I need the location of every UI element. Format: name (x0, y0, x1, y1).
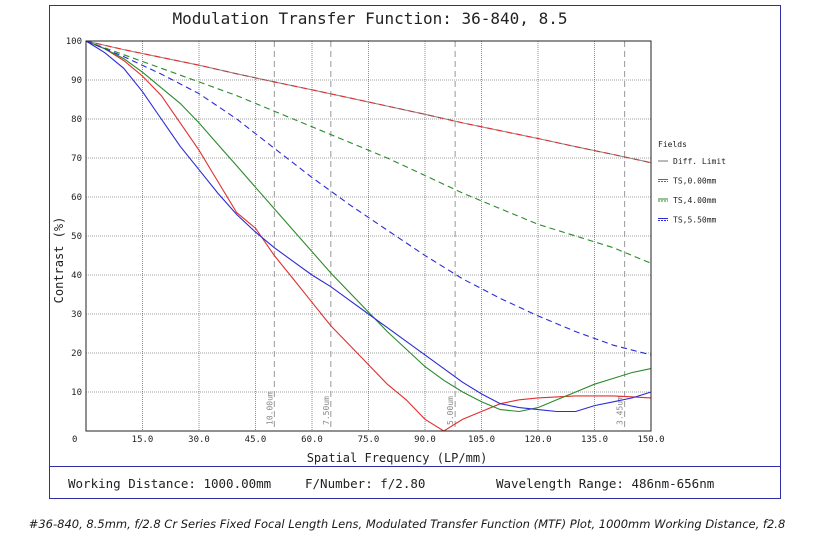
series-line (85, 40, 652, 432)
x-tick-label: 90.0 (414, 435, 436, 445)
marker-label: 10.00um (265, 391, 274, 425)
x-tick-label: 0 (72, 435, 77, 445)
plot-border (85, 40, 652, 432)
x-axis-label: Spatial Frequency (LP/mm) (307, 451, 488, 465)
series-line (85, 40, 652, 413)
y-tick-labels: 10 20 30 40 50 60 70 80 90 100 (66, 37, 82, 398)
legend-label: TS,4.00mm (673, 196, 717, 205)
footer-divider (49, 466, 781, 467)
f-number-label: F/Number: f/2.80 (305, 476, 426, 491)
wavelength-range-label: Wavelength Range: 486nm-656nm (496, 476, 715, 491)
series-line (85, 40, 652, 264)
legend-label: Diff. Limit (673, 157, 726, 166)
y-tick-label: 30 (71, 310, 82, 320)
x-tick-label: 30.0 (188, 435, 210, 445)
plot-frame (49, 5, 781, 499)
y-tick-label: 100 (66, 37, 82, 47)
series-line (85, 40, 652, 413)
legend-label: TS,5.50mm (673, 216, 717, 225)
grid (86, 41, 651, 431)
x-tick-label: 60.0 (301, 435, 323, 445)
y-tick-label: 40 (71, 271, 82, 281)
marker-label: 7.50um (322, 396, 331, 425)
x-tick-label: 120.0 (524, 435, 551, 445)
x-tick-label: 135.0 (581, 435, 608, 445)
y-tick-label: 90 (71, 76, 82, 86)
series-line (85, 40, 652, 164)
y-tick-label: 70 (71, 154, 82, 164)
x-tick-label: 150.0 (637, 435, 664, 445)
legend-label: TS,0.00mm (673, 177, 717, 186)
x-tick-label: 105.0 (468, 435, 495, 445)
x-tick-label: 15.0 (132, 435, 154, 445)
series-line (85, 40, 652, 356)
x-tick-labels: 0 15.0 30.0 45.0 60.0 75.0 90.0 105.0 120.0 135.0… (72, 435, 665, 445)
figure-caption: #36-840, 8.5mm, f/2.8 Cr Series Fixed Fo… (28, 517, 786, 531)
x-tick-label: 75.0 (358, 435, 380, 445)
marker-label: 3.45um (616, 396, 625, 425)
working-distance-label: Working Distance: 1000.00mm (68, 476, 272, 491)
legend: Diff. Limit TS,0.00mm TS,4.00mm TS,5.50mm (658, 157, 726, 225)
marker-label: 5.00um (446, 396, 455, 425)
y-tick-label: 10 (71, 388, 82, 398)
y-tick-label: 20 (71, 349, 82, 359)
legend-title: Fields (658, 140, 687, 149)
series-layer (85, 40, 652, 432)
vertical-markers: 10.00um 7.50um 5.00um 3.45um (265, 41, 626, 431)
y-tick-label: 80 (71, 115, 82, 125)
y-tick-label: 50 (71, 232, 82, 242)
chart-title: Modulation Transfer Function: 36-840, 8.… (173, 9, 568, 28)
y-tick-label: 60 (71, 193, 82, 203)
x-tick-label: 45.0 (245, 435, 267, 445)
y-axis-label: Contrast (%) (52, 217, 66, 304)
